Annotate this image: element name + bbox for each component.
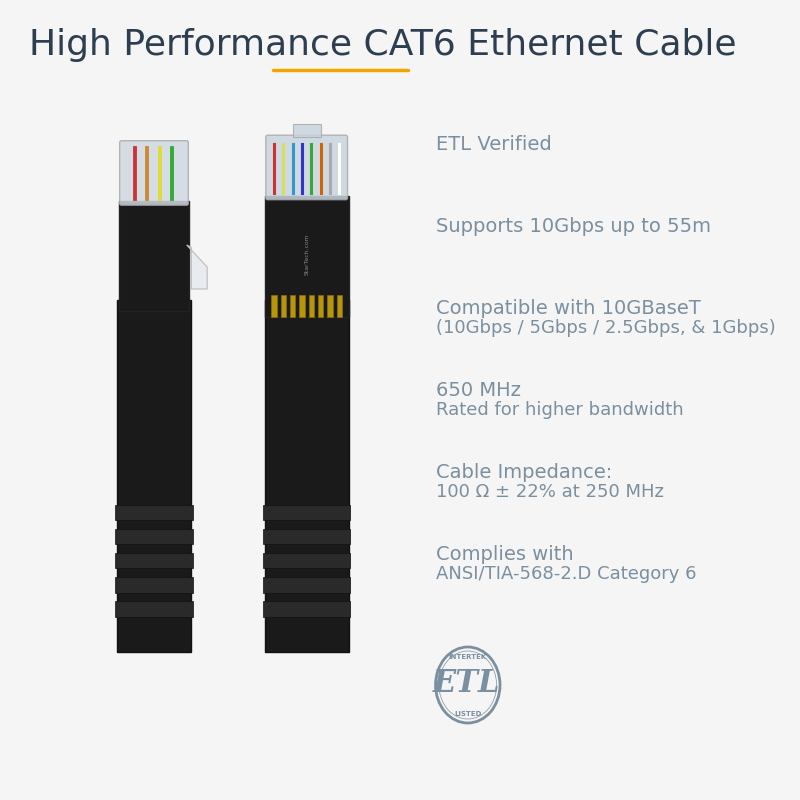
- Text: INTERTEK: INTERTEK: [449, 654, 487, 660]
- Bar: [115, 578, 193, 593]
- Text: ETL: ETL: [432, 667, 500, 698]
- Text: (10Gbps / 5Gbps / 2.5Gbps, & 1Gbps): (10Gbps / 5Gbps / 2.5Gbps, & 1Gbps): [435, 319, 775, 337]
- Bar: [115, 529, 193, 544]
- Bar: [309, 294, 314, 317]
- Bar: [293, 124, 321, 138]
- Text: ANSI/TIA-568-2.D Category 6: ANSI/TIA-568-2.D Category 6: [435, 565, 696, 583]
- Bar: [318, 294, 323, 317]
- FancyBboxPatch shape: [120, 141, 188, 206]
- Bar: [290, 294, 295, 317]
- Bar: [115, 505, 193, 520]
- FancyBboxPatch shape: [266, 135, 347, 200]
- Bar: [263, 602, 350, 617]
- Bar: [117, 300, 191, 652]
- Bar: [263, 553, 350, 568]
- Bar: [115, 553, 193, 568]
- Bar: [118, 201, 190, 311]
- Text: Supports 10Gbps up to 55m: Supports 10Gbps up to 55m: [435, 217, 710, 236]
- Bar: [337, 294, 342, 317]
- Bar: [263, 505, 350, 520]
- Bar: [299, 294, 305, 317]
- Text: 100 Ω ± 22% at 250 MHz: 100 Ω ± 22% at 250 MHz: [435, 483, 663, 501]
- Text: Complies with: Complies with: [435, 545, 573, 564]
- Text: LISTED: LISTED: [454, 711, 482, 717]
- Bar: [327, 294, 333, 317]
- Bar: [265, 300, 349, 652]
- Bar: [281, 294, 286, 317]
- Text: StarTech.com: StarTech.com: [304, 233, 309, 274]
- Bar: [271, 294, 277, 317]
- Text: Compatible with 10GBaseT: Compatible with 10GBaseT: [435, 299, 700, 318]
- Bar: [265, 195, 349, 317]
- Polygon shape: [186, 245, 207, 289]
- Bar: [263, 529, 350, 544]
- Text: 650 MHz: 650 MHz: [435, 381, 521, 400]
- Bar: [115, 602, 193, 617]
- Bar: [263, 578, 350, 593]
- Text: Rated for higher bandwidth: Rated for higher bandwidth: [435, 401, 683, 419]
- Text: Cable Impedance:: Cable Impedance:: [435, 463, 612, 482]
- Text: ETL Verified: ETL Verified: [435, 135, 551, 154]
- Text: High Performance CAT6 Ethernet Cable: High Performance CAT6 Ethernet Cable: [30, 28, 737, 62]
